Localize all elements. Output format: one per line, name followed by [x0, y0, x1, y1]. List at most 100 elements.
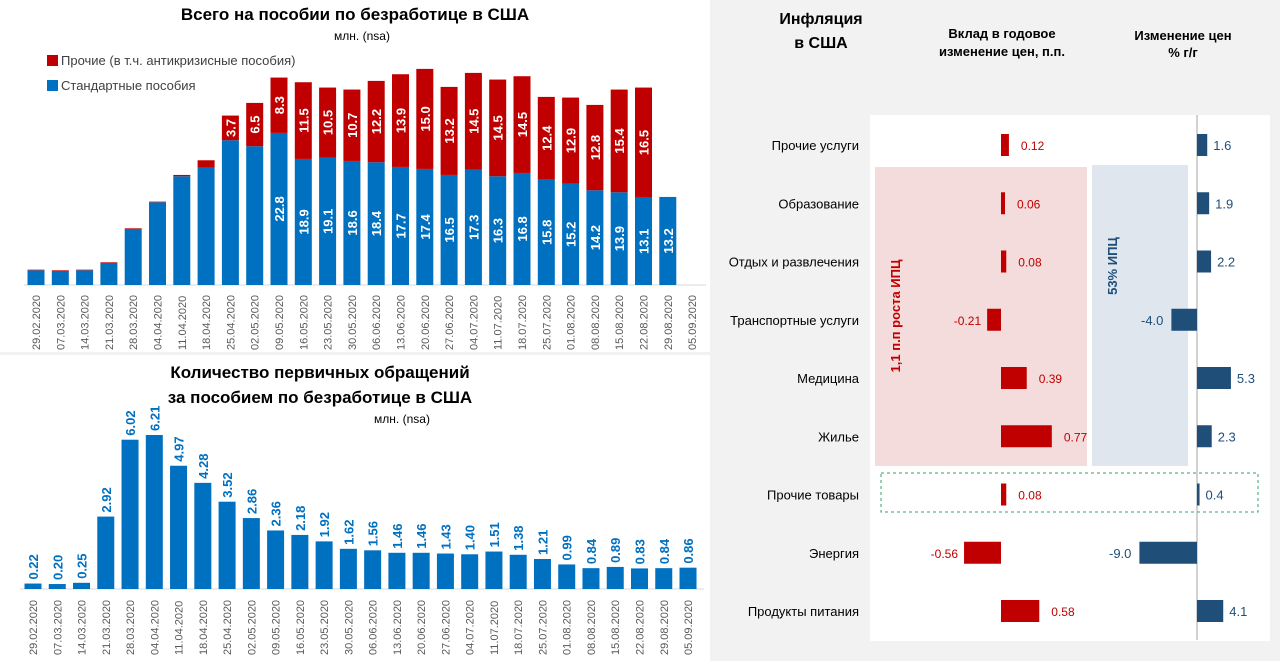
bar-other [51, 270, 69, 271]
bar [485, 551, 503, 589]
bar [679, 567, 697, 589]
price-value-label: 2.3 [1218, 429, 1236, 444]
bar-other [610, 89, 628, 193]
price-value-label: 1.6 [1213, 138, 1231, 153]
bar-other [27, 269, 45, 271]
bar-value-label: 0.22 [26, 554, 41, 579]
bar [170, 465, 188, 589]
x-tick-label: 18.07.2020 [517, 295, 529, 350]
category-label: Отдых и развлечения [729, 255, 859, 270]
x-tick-label: 13.06.2020 [396, 295, 408, 350]
contrib-bar [1001, 425, 1052, 448]
bar [582, 568, 600, 589]
bar-label-other: 15.4 [612, 128, 627, 154]
x-tick-label: 25.07.2020 [541, 295, 553, 350]
x-tick-label: 15.08.2020 [610, 600, 622, 655]
bar-value-label: 0.86 [681, 538, 696, 563]
bar-value-label: 1.62 [341, 520, 356, 545]
bar-other [246, 102, 264, 147]
bar [218, 501, 236, 589]
x-tick-label: 11.07.2020 [493, 296, 505, 350]
bar-standard [173, 176, 191, 285]
category-label: Энергия [809, 546, 859, 561]
category-label: Медицина [797, 371, 860, 386]
bar-label-standard: 17.4 [418, 214, 433, 240]
bar-other [100, 262, 118, 263]
annotation-contrib-box [875, 167, 1087, 466]
bar-standard [392, 166, 409, 285]
bar-value-label: 1.46 [390, 523, 405, 548]
x-tick-label: 28.03.2020 [125, 600, 137, 655]
bar-other [270, 77, 288, 133]
bar-value-label: 6.02 [123, 410, 138, 435]
bar-standard [537, 179, 555, 285]
legend-label-other: Прочие (в т.ч. антикризисные пособия) [61, 53, 295, 68]
bar-label-standard: 19.1 [321, 209, 336, 234]
price-value-label: 0.4 [1206, 488, 1224, 503]
bar-label-standard: 17.3 [466, 215, 481, 240]
category-label: Прочие товары [767, 488, 859, 503]
bar-value-label: 0.99 [560, 535, 575, 560]
bar-other [562, 97, 580, 184]
bar-label-other: 13.2 [442, 118, 457, 143]
contrib-bar [1001, 367, 1027, 389]
bar-label-standard: 17.7 [394, 213, 409, 238]
bar-standard [343, 160, 361, 285]
bar [267, 530, 285, 589]
bar [606, 566, 624, 589]
price-bar [1197, 425, 1212, 448]
price-value-label: 1.9 [1215, 196, 1233, 211]
contrib-value-label: 0.39 [1039, 372, 1063, 386]
price-bar [1197, 483, 1200, 506]
chart3-title-line2: в США [794, 35, 848, 52]
contrib-header-line1: Вклад в годовое [948, 26, 1055, 41]
bar-label-other: 12.2 [369, 109, 384, 134]
x-tick-label: 29.02.2020 [31, 295, 43, 350]
bar-value-label: 1.21 [535, 530, 550, 555]
bar-other [343, 89, 361, 161]
bar-label-standard: 22.8 [272, 196, 287, 221]
annotation-price-text: 53% ИПЦ [1105, 237, 1120, 295]
bar-label-other: 3.7 [223, 119, 238, 137]
bar-other [173, 174, 191, 177]
annotation-highlight-box [880, 472, 1259, 513]
bar-label-other: 10.7 [345, 113, 360, 138]
x-tick-label: 22.08.2020 [639, 295, 651, 350]
bar-value-label: 0.83 [633, 539, 648, 564]
legend-swatch-standard [47, 80, 58, 91]
price-value-label: 2.2 [1217, 255, 1235, 270]
bar [315, 541, 333, 589]
bar [48, 584, 66, 589]
bar [655, 568, 673, 589]
bar [242, 518, 260, 589]
bar-other [464, 72, 482, 170]
bar-standard [27, 270, 45, 285]
contrib-value-label: -0.56 [931, 547, 959, 561]
bar-other [392, 74, 409, 167]
annotation-contrib-text: 1,1 п.п роста ИПЦ [888, 259, 903, 372]
chart2-title-line2: за пособием по безработице в США [168, 388, 472, 407]
chart1-subtitle: млн. (nsa) [334, 29, 390, 43]
contrib-bar [1001, 483, 1007, 506]
bar-standard [149, 202, 166, 285]
x-tick-label: 16.05.2020 [295, 600, 307, 655]
x-tick-label: 14.03.2020 [80, 295, 92, 350]
bar-value-label: 1.92 [317, 512, 332, 537]
bar-standard [124, 228, 142, 285]
bar-label-standard: 15.2 [564, 222, 579, 247]
bar [24, 583, 42, 589]
bar-label-standard: 13.1 [637, 229, 652, 254]
x-tick-label: 21.03.2020 [104, 295, 116, 350]
bar-other [197, 160, 215, 168]
bar-label-standard: 16.3 [491, 218, 506, 243]
bar-standard [51, 270, 69, 285]
bar-value-label: 2.92 [99, 487, 114, 512]
chart2-marks: 0.22 29.02.2020 0.20 07.03.2020 0.25 14.03.20… [20, 406, 704, 655]
bar-standard [76, 270, 94, 285]
bar-label-standard: 14.2 [588, 225, 603, 250]
bar-standard [610, 192, 628, 285]
bar [388, 552, 406, 589]
legend-label-standard: Стандартные пособия [61, 78, 196, 93]
x-tick-label: 20.06.2020 [416, 600, 428, 655]
price-header-line1: Изменение цен [1134, 28, 1231, 43]
